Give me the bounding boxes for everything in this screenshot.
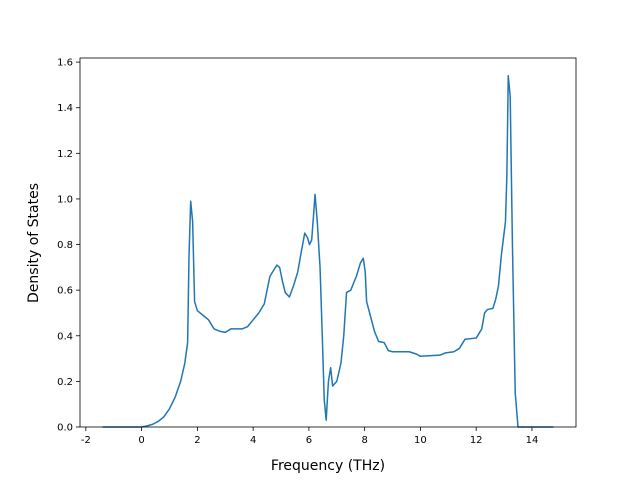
x-tick-label: 0 xyxy=(138,435,144,446)
y-tick-label: 0.4 xyxy=(57,331,73,342)
x-tick-label: 14 xyxy=(526,435,539,446)
y-axis-label: Density of States xyxy=(26,183,42,303)
x-tick-label: -2 xyxy=(81,435,91,446)
y-tick-label: 1.4 xyxy=(57,103,73,114)
y-tick-label: 0.0 xyxy=(57,423,73,434)
x-axis-label: Frequency (THz) xyxy=(271,458,385,474)
x-tick-label: 2 xyxy=(194,435,200,446)
y-tick-label: 1.2 xyxy=(57,149,73,160)
x-tick-label: 6 xyxy=(306,435,312,446)
y-tick-label: 1.0 xyxy=(57,194,73,205)
line-series xyxy=(102,75,554,428)
x-tick-label: 8 xyxy=(361,435,367,446)
x-tick-label: 10 xyxy=(414,435,427,446)
x-tick-label: 12 xyxy=(470,435,483,446)
y-tick-label: 0.6 xyxy=(57,286,73,297)
y-tick-label: 0.2 xyxy=(57,377,73,388)
y-tick-label: 1.6 xyxy=(57,58,73,69)
x-tick-label: 4 xyxy=(250,435,256,446)
y-tick-label: 0.8 xyxy=(57,240,73,251)
plot-frame xyxy=(79,57,577,428)
